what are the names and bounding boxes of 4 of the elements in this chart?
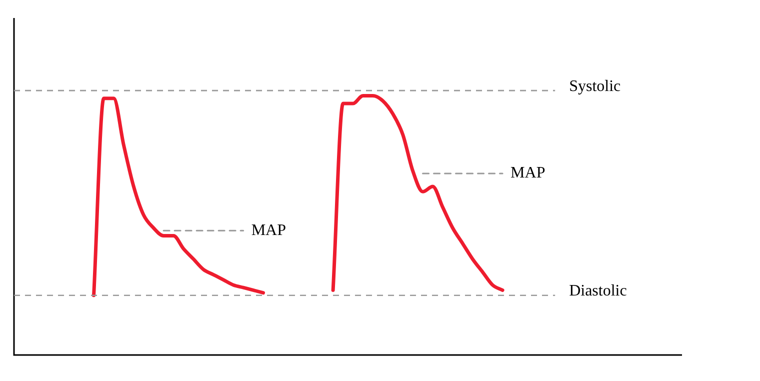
- annotation: MAP: [510, 164, 546, 182]
- ref-line-label: Systolic: [569, 78, 621, 95]
- annotation: MAP: [251, 222, 286, 239]
- ref-line-label: Diastolic: [569, 282, 627, 300]
